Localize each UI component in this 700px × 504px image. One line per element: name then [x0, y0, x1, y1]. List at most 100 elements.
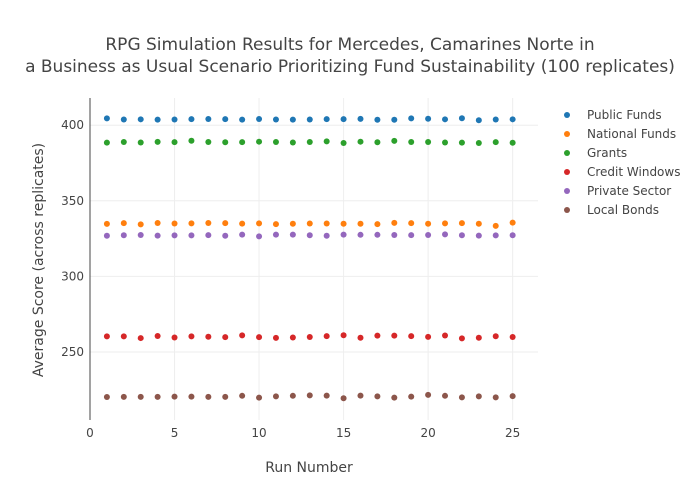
- y-tick-label: 300: [61, 269, 84, 283]
- point-private-sector: [374, 231, 381, 238]
- point-private-sector: [120, 232, 127, 239]
- point-grants: [154, 138, 161, 145]
- point-local-bonds: [492, 394, 499, 401]
- point-national-funds: [222, 220, 229, 227]
- point-credit-windows: [475, 334, 482, 341]
- point-local-bonds: [120, 393, 127, 400]
- point-national-funds: [306, 220, 313, 227]
- legend-marker-private-sector: [564, 188, 570, 194]
- point-private-sector: [391, 231, 398, 238]
- point-private-sector: [205, 232, 212, 239]
- point-credit-windows: [306, 334, 313, 341]
- point-grants: [509, 139, 516, 146]
- point-private-sector: [103, 232, 110, 239]
- point-local-bonds: [256, 394, 263, 401]
- point-credit-windows: [323, 333, 330, 340]
- point-national-funds: [340, 220, 347, 227]
- y-tick-label: 400: [61, 118, 84, 132]
- x-axis-label: Run Number: [265, 460, 353, 476]
- legend-label-national-funds: National Funds: [587, 127, 676, 141]
- y-tick-label: 350: [61, 194, 84, 208]
- point-local-bonds: [103, 394, 110, 401]
- point-local-bonds: [289, 392, 296, 399]
- point-credit-windows: [120, 333, 127, 340]
- point-local-bonds: [137, 393, 144, 400]
- point-public-funds: [256, 116, 263, 123]
- point-credit-windows: [374, 332, 381, 339]
- point-national-funds: [323, 220, 330, 227]
- point-grants: [408, 138, 415, 145]
- point-credit-windows: [171, 334, 178, 341]
- point-private-sector: [222, 232, 229, 239]
- point-national-funds: [492, 222, 499, 229]
- legend-marker-national-funds: [564, 131, 570, 137]
- point-public-funds: [408, 115, 415, 122]
- legend-label-credit-windows: Credit Windows: [587, 165, 680, 179]
- point-national-funds: [205, 220, 212, 227]
- point-private-sector: [188, 232, 195, 239]
- point-private-sector: [475, 232, 482, 239]
- point-national-funds: [391, 219, 398, 226]
- point-national-funds: [374, 221, 381, 228]
- point-credit-windows: [408, 333, 415, 340]
- point-credit-windows: [103, 333, 110, 340]
- legend-label-local-bonds: Local Bonds: [587, 203, 659, 217]
- point-local-bonds: [239, 392, 246, 399]
- point-private-sector: [425, 231, 432, 238]
- point-national-funds: [120, 220, 127, 227]
- point-credit-windows: [239, 332, 246, 339]
- point-public-funds: [306, 116, 313, 123]
- point-local-bonds: [323, 392, 330, 399]
- point-local-bonds: [306, 392, 313, 399]
- point-public-funds: [425, 115, 432, 122]
- gridlines: [90, 98, 538, 420]
- point-national-funds: [239, 220, 246, 227]
- legend-marker-grants: [564, 150, 570, 156]
- point-credit-windows: [458, 335, 465, 342]
- legend-label-private-sector: Private Sector: [587, 184, 671, 198]
- point-local-bonds: [272, 393, 279, 400]
- point-public-funds: [323, 116, 330, 123]
- x-tick-label: 15: [336, 426, 351, 440]
- legend-label-public-funds: Public Funds: [587, 108, 662, 122]
- legend: Public Funds National Funds Grants Credit W…: [564, 108, 680, 217]
- point-grants: [357, 138, 364, 145]
- point-credit-windows: [442, 332, 449, 339]
- point-private-sector: [289, 231, 296, 238]
- point-private-sector: [357, 231, 364, 238]
- point-private-sector: [306, 232, 313, 239]
- point-private-sector: [408, 232, 415, 239]
- point-national-funds: [357, 220, 364, 227]
- point-national-funds: [137, 221, 144, 228]
- point-national-funds: [103, 220, 110, 227]
- legend-label-grants: Grants: [587, 146, 627, 160]
- point-public-funds: [103, 115, 110, 122]
- point-public-funds: [442, 116, 449, 123]
- point-local-bonds: [408, 393, 415, 400]
- point-local-bonds: [475, 393, 482, 400]
- point-public-funds: [272, 116, 279, 123]
- legend-marker-credit-windows: [564, 169, 570, 175]
- chart-title-line-1: RPG Simulation Results for Mercedes, Cam…: [105, 35, 594, 55]
- legend-marker-local-bonds: [564, 207, 570, 213]
- point-private-sector: [171, 232, 178, 239]
- point-private-sector: [340, 231, 347, 238]
- point-national-funds: [442, 220, 449, 227]
- point-credit-windows: [289, 334, 296, 341]
- point-grants: [222, 139, 229, 146]
- point-grants: [272, 138, 279, 145]
- point-private-sector: [239, 231, 246, 238]
- legend-marker-public-funds: [564, 112, 570, 118]
- point-grants: [492, 139, 499, 146]
- point-credit-windows: [357, 334, 364, 341]
- point-private-sector: [137, 231, 144, 238]
- point-credit-windows: [425, 333, 432, 340]
- point-grants: [306, 138, 313, 145]
- point-public-funds: [458, 115, 465, 122]
- point-grants: [442, 139, 449, 146]
- data-points: [103, 115, 516, 402]
- point-public-funds: [289, 116, 296, 123]
- point-public-funds: [188, 116, 195, 123]
- point-grants: [239, 139, 246, 146]
- point-private-sector: [458, 232, 465, 239]
